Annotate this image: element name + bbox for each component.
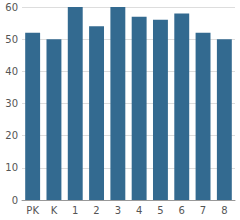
svg-text:6: 6 [179,205,185,216]
svg-text:30: 30 [5,98,18,109]
svg-text:2: 2 [93,205,99,216]
svg-text:40: 40 [5,66,18,77]
svg-text:3: 3 [115,205,121,216]
svg-text:10: 10 [5,162,18,173]
svg-text:0: 0 [12,195,18,206]
svg-text:60: 60 [5,2,18,13]
svg-text:K: K [51,205,58,216]
svg-text:5: 5 [157,205,163,216]
svg-text:50: 50 [5,34,18,45]
svg-text:4: 4 [136,205,142,216]
svg-text:7: 7 [200,205,206,216]
svg-text:20: 20 [5,130,18,141]
svg-text:1: 1 [72,205,78,216]
svg-text:PK: PK [26,205,39,216]
svg-text:8: 8 [221,205,227,216]
